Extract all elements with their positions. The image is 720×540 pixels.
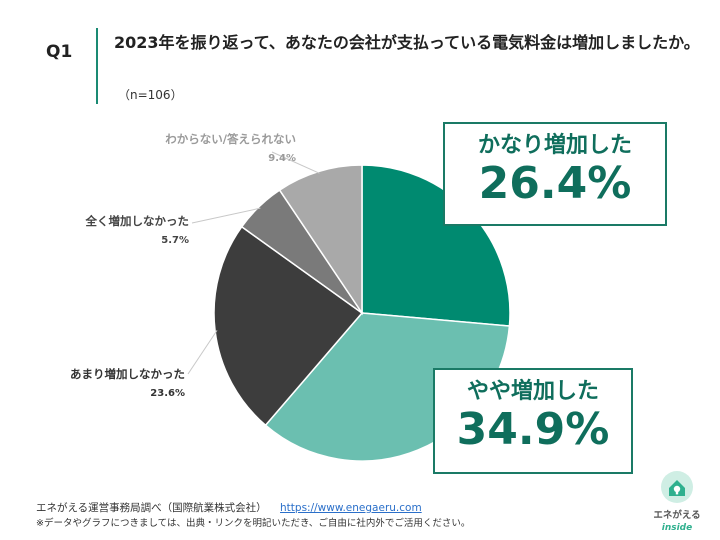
slice-label-no-increase: 全く増加しなかった 5.7% — [40, 212, 190, 250]
footer-source: エネがえる運営事務局調べ（国際航業株式会社） https://www.enega… — [36, 500, 422, 515]
leader-line-little-increase — [187, 330, 218, 375]
callout-slight-increase: やや増加した 34.9% — [433, 368, 633, 474]
slice-label-unknown-name: わからない/答えられない — [165, 132, 296, 146]
house-bulb-icon — [661, 471, 693, 503]
footer-note: ※データやグラフにつきましては、出典・リンクを明記いただき、ご自由に社内外でご活… — [36, 518, 471, 529]
callout-significant-increase-name: かなり増加した — [477, 133, 632, 158]
footer-source-text: エネがえる運営事務局調べ（国際航業株式会社） — [36, 502, 267, 514]
slice-label-no-increase-name: 全く増加しなかった — [85, 214, 190, 228]
footer-link[interactable]: https://www.enegaeru.com — [280, 502, 422, 514]
logo-sub: inside — [661, 523, 693, 533]
pie-slice-little-increase — [213, 225, 364, 427]
pie-slice-unknown — [278, 164, 363, 316]
leader-line-no-increase — [191, 207, 261, 224]
accent-bar — [96, 28, 98, 104]
callout-significant-increase-value: 26.4% — [478, 158, 632, 209]
slice-label-no-increase-value: 5.7% — [161, 235, 189, 246]
slice-label-little-increase-value: 23.6% — [150, 388, 185, 399]
callout-slight-increase-name: やや増加した — [466, 379, 599, 404]
callout-slight-increase-value: 34.9% — [456, 404, 610, 455]
leader-lines — [187, 151, 320, 375]
sample-size: （n=106） — [118, 88, 183, 102]
slice-label-little-increase-name: あまり増加しなかった — [70, 367, 185, 381]
slice-label-unknown: わからない/答えられない 9.4% — [60, 130, 296, 168]
logo-name: エネがえる — [653, 510, 701, 521]
leader-line-unknown — [271, 151, 320, 174]
question-text: 2023年を振り返って、あなたの会社が支払っている電気料金は増加しましたか。 — [114, 33, 700, 52]
slice-label-unknown-value: 9.4% — [268, 153, 296, 164]
logo: エネがえる inside — [652, 470, 702, 534]
question-number: Q1 — [46, 42, 73, 62]
callout-significant-increase: かなり増加した 26.4% — [443, 122, 667, 226]
slice-label-little-increase: あまり増加しなかった 23.6% — [20, 365, 185, 403]
